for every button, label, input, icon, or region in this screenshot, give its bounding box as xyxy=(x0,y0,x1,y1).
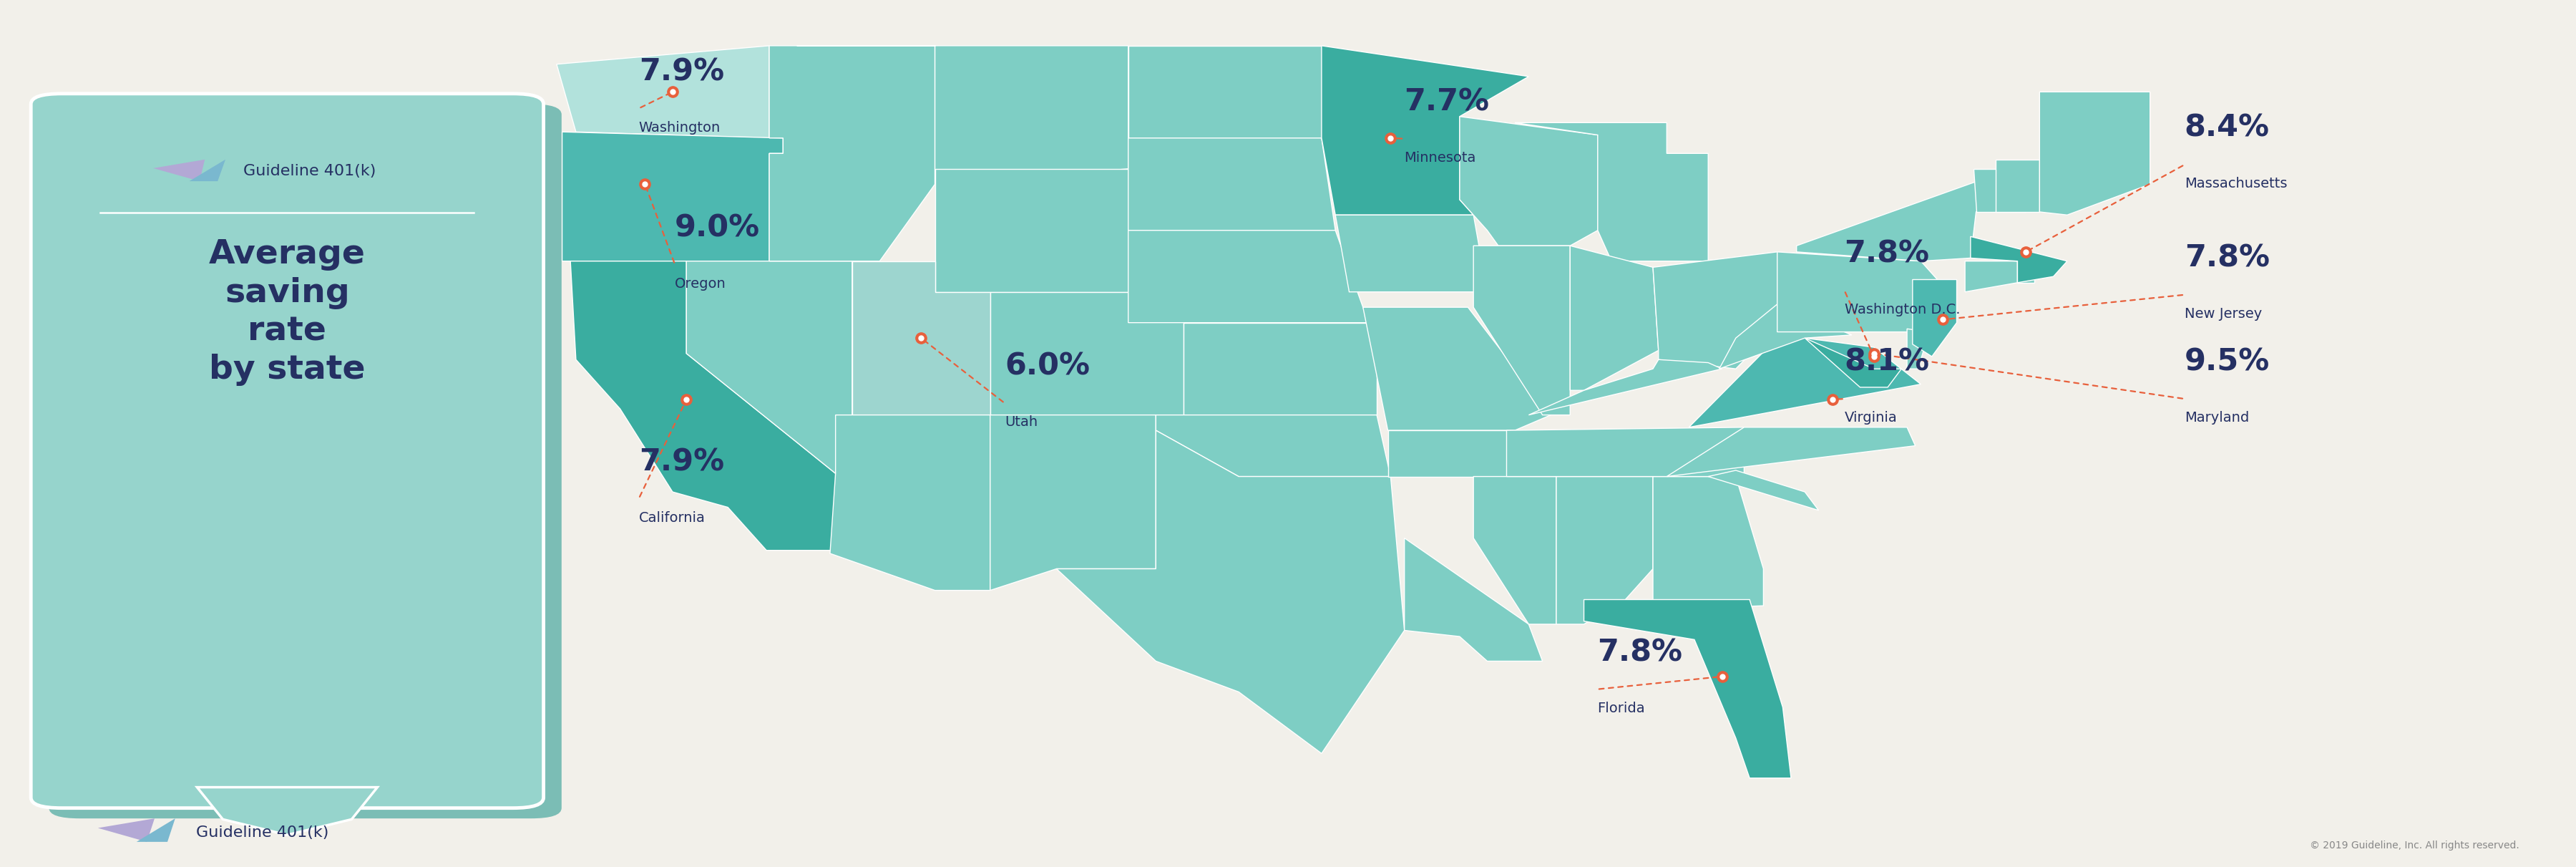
Polygon shape xyxy=(1654,252,1777,368)
Polygon shape xyxy=(685,261,853,473)
Polygon shape xyxy=(935,169,1128,292)
Polygon shape xyxy=(1461,116,1597,245)
Polygon shape xyxy=(152,160,204,181)
Polygon shape xyxy=(796,46,1128,184)
Polygon shape xyxy=(196,787,376,835)
Polygon shape xyxy=(1556,477,1654,624)
Text: Washington: Washington xyxy=(639,121,721,134)
Polygon shape xyxy=(1388,430,1515,477)
Text: 7.8%: 7.8% xyxy=(1844,238,1929,269)
FancyBboxPatch shape xyxy=(31,94,544,808)
Polygon shape xyxy=(1473,477,1556,624)
Polygon shape xyxy=(1571,245,1659,390)
Polygon shape xyxy=(2017,261,2035,283)
Polygon shape xyxy=(556,46,770,138)
Polygon shape xyxy=(989,292,1182,415)
Polygon shape xyxy=(1870,354,1875,360)
Polygon shape xyxy=(1806,338,1901,388)
Polygon shape xyxy=(1906,329,1929,368)
Polygon shape xyxy=(562,132,783,261)
Text: Guideline 401(k): Guideline 401(k) xyxy=(196,825,327,839)
Polygon shape xyxy=(1718,304,1852,368)
Polygon shape xyxy=(569,261,835,551)
Text: 7.8%: 7.8% xyxy=(1597,637,1682,668)
Polygon shape xyxy=(1056,430,1404,753)
Polygon shape xyxy=(1528,360,1721,415)
Text: Utah: Utah xyxy=(1005,415,1038,429)
Text: 7.7%: 7.7% xyxy=(1404,87,1489,117)
Polygon shape xyxy=(1128,231,1368,323)
Polygon shape xyxy=(2040,92,2151,215)
Text: 7.9%: 7.9% xyxy=(639,447,724,477)
Text: 6.0%: 6.0% xyxy=(1005,351,1090,381)
Polygon shape xyxy=(1795,169,2025,261)
Polygon shape xyxy=(1584,600,1790,778)
Polygon shape xyxy=(1971,237,2066,283)
Polygon shape xyxy=(1654,477,1765,609)
Polygon shape xyxy=(1321,46,1528,215)
Polygon shape xyxy=(1404,538,1543,662)
Text: 7.8%: 7.8% xyxy=(2184,243,2269,273)
Text: New Jersey: New Jersey xyxy=(2184,307,2262,321)
Text: Minnesota: Minnesota xyxy=(1404,151,1476,165)
Text: 8.4%: 8.4% xyxy=(2184,113,2269,143)
Text: California: California xyxy=(639,511,706,525)
FancyBboxPatch shape xyxy=(49,104,562,818)
Text: Guideline 401(k): Guideline 401(k) xyxy=(242,164,376,178)
Polygon shape xyxy=(989,415,1157,590)
Text: 9.0%: 9.0% xyxy=(675,212,760,243)
Polygon shape xyxy=(1473,245,1571,415)
Polygon shape xyxy=(98,818,155,842)
Polygon shape xyxy=(1996,160,2040,212)
Polygon shape xyxy=(1515,122,1708,261)
Polygon shape xyxy=(829,415,989,590)
Polygon shape xyxy=(137,818,175,842)
Polygon shape xyxy=(1363,307,1551,430)
Text: Florida: Florida xyxy=(1597,701,1646,715)
Polygon shape xyxy=(1777,252,1937,332)
Text: Oregon: Oregon xyxy=(675,277,726,290)
Text: Maryland: Maryland xyxy=(2184,411,2249,425)
Polygon shape xyxy=(1128,46,1321,138)
Polygon shape xyxy=(1128,138,1334,231)
Polygon shape xyxy=(1507,427,1744,477)
Polygon shape xyxy=(1965,261,2017,292)
Polygon shape xyxy=(1690,338,1922,427)
Polygon shape xyxy=(1911,279,1958,356)
Polygon shape xyxy=(770,46,935,261)
Polygon shape xyxy=(1182,323,1376,415)
Text: Virginia: Virginia xyxy=(1844,411,1896,425)
Polygon shape xyxy=(1334,215,1486,292)
Polygon shape xyxy=(1973,169,2025,212)
Polygon shape xyxy=(191,160,227,181)
Text: 9.5%: 9.5% xyxy=(2184,347,2269,377)
Text: Washington D.C.: Washington D.C. xyxy=(1844,303,1960,316)
Text: 7.9%: 7.9% xyxy=(639,56,724,87)
Text: Average
saving
rate
by state: Average saving rate by state xyxy=(209,238,366,386)
Polygon shape xyxy=(1667,427,1917,477)
Text: 8.1%: 8.1% xyxy=(1844,347,1929,377)
Text: © 2019 Guideline, Inc. All rights reserved.: © 2019 Guideline, Inc. All rights reserv… xyxy=(2311,840,2519,851)
Polygon shape xyxy=(1157,415,1391,477)
Polygon shape xyxy=(1708,471,1819,511)
Polygon shape xyxy=(853,261,989,415)
Text: Massachusetts: Massachusetts xyxy=(2184,177,2287,191)
